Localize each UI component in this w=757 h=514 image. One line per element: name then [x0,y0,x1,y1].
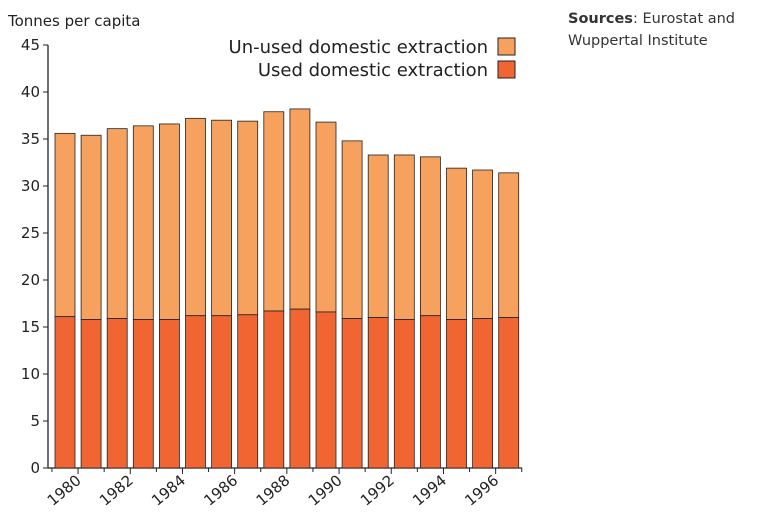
sources-text-line1: : Eurostat and [632,11,736,27]
bar-unused [132,125,154,320]
bar-unused [158,123,180,320]
y-tick-label: 35 [21,130,40,148]
bar-unused [289,108,311,310]
bar-used [289,308,311,469]
x-tick-label: 1980 [44,471,85,509]
x-tick-label: 1982 [96,471,137,509]
legend-label: Un-used domestic extraction [229,37,488,58]
x-tick-label: 1986 [200,471,241,509]
sources-label: Sources [568,11,633,27]
bar-unused [80,134,102,320]
bar-unused [393,154,415,320]
legend-swatch [497,60,516,79]
y-tick-label: 10 [21,365,40,383]
bar-unused [237,120,259,316]
bar-used [132,319,154,469]
bar-used [472,318,494,469]
y-tick-label: 40 [21,83,40,101]
bar-unused [367,154,389,318]
x-tick-label: 1984 [148,471,189,509]
x-tick-label: 1988 [253,471,294,509]
bar-used [237,314,259,469]
x-tick-label: 1990 [305,471,346,509]
bar-used [211,315,233,469]
sources-note: Sources: Eurostat and Wuppertal Institut… [568,8,735,52]
bar-unused [315,121,337,313]
legend-label: Used domestic extraction [258,60,488,81]
y-tick-label: 20 [21,271,40,289]
y-axis-label: Tonnes per capita [7,12,141,30]
bar-unused [263,111,285,312]
bar-used [185,315,206,469]
bar-used [263,310,285,469]
bar-used [498,317,520,469]
sources-text-line2: Wuppertal Institute [568,33,708,49]
bar-used [446,319,467,469]
bar-used [106,318,128,469]
bar-used [315,311,337,469]
legend-swatch [497,37,516,56]
bar-used [158,319,180,469]
bar-used [341,318,363,469]
bar-used [419,315,441,469]
bar-unused [498,172,520,318]
bar-used [393,319,415,469]
y-tick-label: 15 [21,318,40,336]
bar-used [80,319,102,469]
x-tick-label: 1994 [409,471,450,509]
bar-unused [472,169,494,319]
y-tick-label: 45 [21,36,40,54]
bar-unused [419,156,441,317]
bar-used [54,316,76,469]
bar-unused [185,117,206,317]
x-tick-label: 1992 [357,471,398,509]
bar-unused [106,128,128,319]
y-tick-label: 30 [21,177,40,195]
x-tick-label: 1996 [461,471,502,509]
y-tick-label: 0 [30,459,40,477]
bar-used [367,317,389,469]
bar-unused [446,167,467,320]
y-tick-label: 25 [21,224,40,242]
bar-unused [54,132,76,318]
bar-unused [341,140,363,319]
y-tick-label: 5 [30,412,40,430]
bar-unused [211,119,233,317]
